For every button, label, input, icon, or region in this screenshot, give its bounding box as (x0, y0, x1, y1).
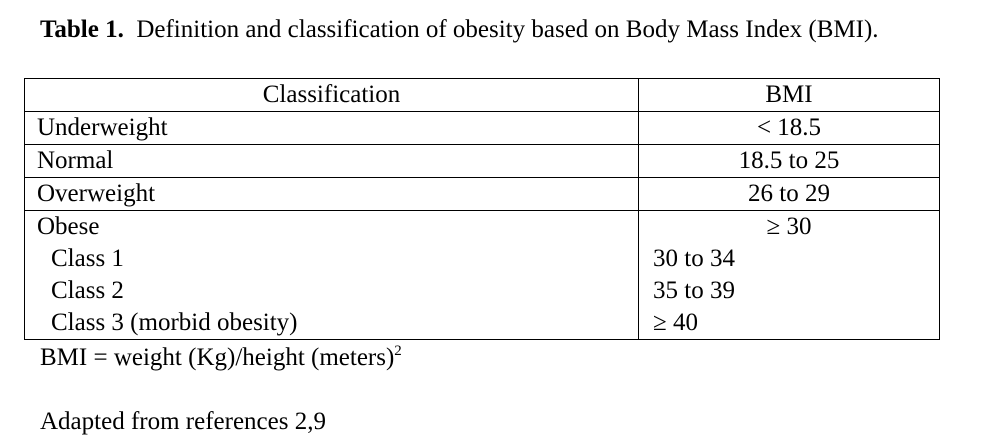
formula-text: BMI = weight (Kg)/height (meters) (40, 344, 395, 371)
table-row: Normal 18.5 to 25 (24, 144, 940, 178)
cell-bmi: 18.5 to 25 (638, 144, 940, 178)
table-row: Class 1 30 to 34 (24, 243, 940, 275)
cell-bmi: 35 to 39 (638, 275, 940, 307)
cell-classification: Overweight (24, 177, 639, 211)
caption-label: Table 1. (40, 16, 124, 43)
cell-classification: Class 3 (morbid obesity) (24, 307, 639, 340)
caption-text: Definition and classification of obesity… (136, 16, 879, 43)
cell-bmi: ≥ 40 (638, 307, 940, 340)
header-classification: Classification (24, 78, 639, 112)
table-row: Class 3 (morbid obesity) ≥ 40 (24, 307, 940, 340)
source-note: Adapted from references 2,9 (40, 408, 326, 435)
cell-bmi: 30 to 34 (638, 243, 940, 275)
bmi-formula-note: BMI = weight (Kg)/height (meters)2 (40, 342, 402, 374)
table-row: Obese ≥ 30 (24, 210, 940, 243)
table-row: Overweight 26 to 29 (24, 177, 940, 211)
table-caption: Table 1. Definition and classification o… (40, 14, 879, 46)
table-row: Class 2 35 to 39 (24, 275, 940, 307)
bmi-table: Classification BMI Underweight < 18.5 No… (24, 78, 940, 340)
cell-bmi: ≥ 30 (638, 210, 940, 243)
table-row: Underweight < 18.5 (24, 111, 940, 145)
cell-classification: Underweight (24, 111, 639, 145)
cell-classification: Obese (24, 210, 639, 243)
cell-classification: Class 1 (24, 243, 639, 275)
header-bmi: BMI (638, 78, 940, 112)
formula-superscript: 2 (394, 343, 402, 359)
cell-bmi: 26 to 29 (638, 177, 940, 211)
table-header-row: Classification BMI (24, 78, 940, 112)
cell-classification: Normal (24, 144, 639, 178)
cell-bmi: < 18.5 (638, 111, 940, 145)
cell-classification: Class 2 (24, 275, 639, 307)
